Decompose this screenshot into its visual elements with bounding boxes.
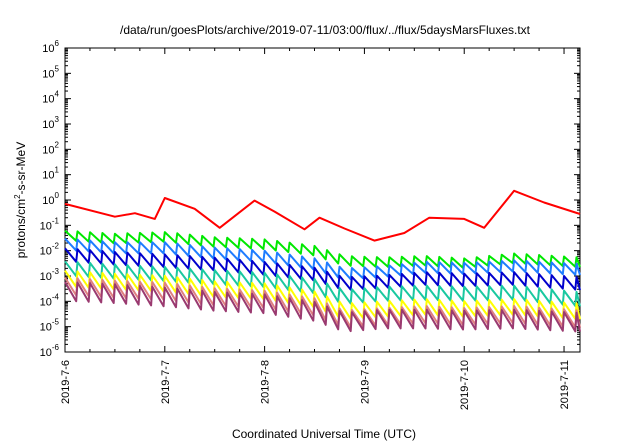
y-tick-label-base: 10 [42,170,54,182]
y-tick-label-exponent: 3 [55,115,60,124]
y-tick-label-exponent: -4 [52,292,60,301]
x-axis-label: Coordinated Universal Time (UTC) [232,427,416,441]
y-tick-label: 100 [42,191,59,207]
y-tick-label-exponent: 6 [55,39,60,48]
x-tick-label: 2019-7-11 [559,360,571,409]
y-tick-label: 10-1 [40,216,60,232]
y-tick-label-exponent: -2 [52,242,60,251]
y-axis-label-main: protons/cm [14,199,28,258]
y-axis-label-unit: -s-sr-MeV [14,142,28,195]
y-tick-label: 103 [42,115,59,131]
y-tick-label: 102 [42,140,59,156]
y-axis-label-sup: 2 [13,194,22,199]
y-tick-label: 10-5 [40,318,60,334]
y-tick-label-exponent: 1 [55,166,60,175]
y-tick-label: 105 [42,64,59,80]
series-line-3 [64,237,581,281]
x-tick-label: 2019-7-8 [260,360,272,404]
y-tick-label: 10-6 [40,343,60,359]
y-tick-label: 104 [42,90,59,106]
x-tick-label: 2019-7-10 [459,360,471,410]
y-tick-label-base: 10 [40,246,52,258]
y-tick-label: 10-4 [40,292,60,308]
y-tick-label-base: 10 [40,296,52,308]
y-tick-label-exponent: -6 [52,343,60,352]
y-tick-label-base: 10 [42,68,54,80]
y-tick-label-base: 10 [42,144,54,156]
series-line-4 [64,247,581,291]
y-tick-label: 10-2 [40,242,60,258]
y-tick-label: 106 [42,39,59,55]
x-tick-label: 2019-7-9 [359,360,371,404]
y-tick-label-base: 10 [40,271,52,283]
y-tick-label-exponent: 4 [55,90,60,99]
y-tick-label-exponent: 5 [55,64,60,73]
y-tick-label-exponent: 0 [55,191,60,200]
y-tick-label-base: 10 [42,119,54,131]
series-line-1 [64,189,581,242]
y-tick-label: 101 [42,166,59,182]
chart-title: /data/run/goesPlots/archive/2019-07-11/0… [120,23,531,37]
y-tick-label-base: 10 [40,347,52,359]
y-tick-label-exponent: 2 [55,140,60,149]
y-tick-label-base: 10 [42,94,54,106]
y-tick-label-base: 10 [40,322,52,334]
y-tick-label-base: 10 [42,195,54,207]
y-tick-label-base: 10 [42,43,54,55]
plot-area: 10-610-510-410-310-210-11001011021031041… [40,39,581,410]
y-tick-label-exponent: -5 [52,318,60,327]
y-axis-label: protons/cm2-s-sr-MeV [13,142,28,258]
x-tick-label: 2019-7-6 [60,360,72,404]
series-line-5 [64,260,581,307]
y-tick-label-exponent: -3 [52,267,60,276]
y-tick-label-exponent: -1 [52,216,60,225]
y-tick-label-base: 10 [40,220,52,232]
series-line-8 [64,281,581,333]
x-tick-label: 2019-7-7 [160,360,172,404]
y-tick-label: 10-3 [40,267,60,283]
